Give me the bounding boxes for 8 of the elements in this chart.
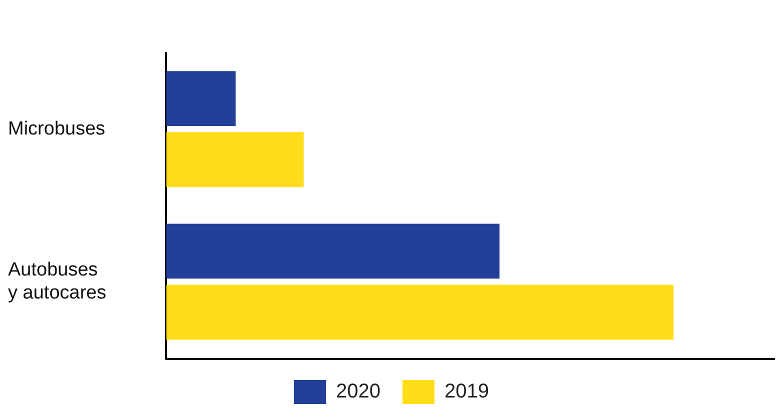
legend-label: 2020 bbox=[336, 380, 381, 403]
y-tick-label: Microbuses bbox=[8, 118, 106, 140]
y-tick-label: Autobuses y autocares bbox=[8, 260, 106, 304]
bar bbox=[166, 284, 674, 340]
bar bbox=[166, 132, 304, 188]
legend-label: 2019 bbox=[444, 380, 489, 403]
bar bbox=[166, 224, 500, 279]
bar bbox=[166, 71, 236, 126]
